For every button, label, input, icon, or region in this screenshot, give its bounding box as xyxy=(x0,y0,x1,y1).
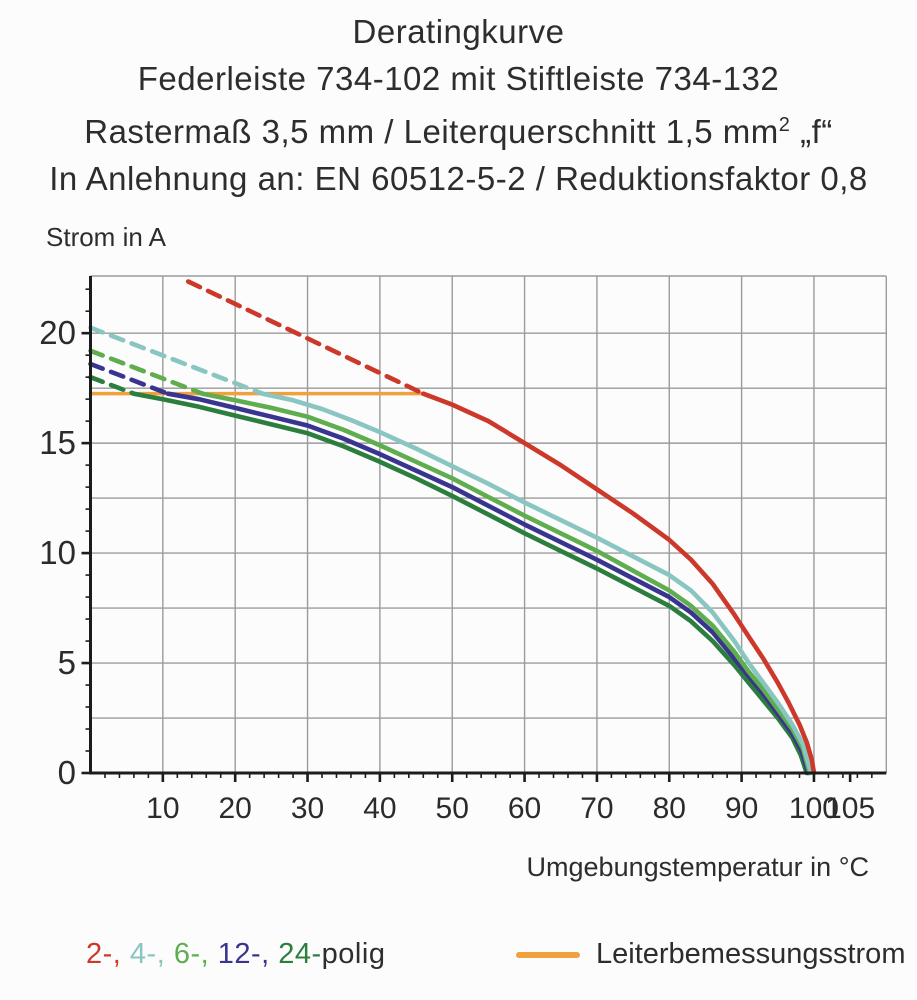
curve-solid-12-polig xyxy=(165,391,811,776)
x-tick-label-10: 10 xyxy=(146,792,179,825)
curve-solid-4-polig xyxy=(260,391,814,776)
x-axis-title: Umgebungstemperatur in °C xyxy=(526,852,869,882)
chart-title-line-2: Federleiste 734-102 mit Stiftleiste 734-… xyxy=(137,60,780,97)
x-tick-label-20: 20 xyxy=(219,792,252,825)
curve-dashed-2-polig xyxy=(185,279,426,396)
title-line-3-text: Rastermaß 3,5 mm / Leiterquerschnitt 1,5… xyxy=(84,113,779,150)
chart-title-line-1: Deratingkurve xyxy=(352,13,565,50)
y-tick-label-10: 10 xyxy=(39,534,76,571)
title-line-3-suffix: „f“ xyxy=(790,113,833,150)
curve-dashed-12-polig xyxy=(88,361,171,396)
curve-dashed-4-polig xyxy=(88,325,265,396)
x-tick-label-60: 60 xyxy=(508,792,541,825)
legend-pole-segment: 2-, xyxy=(86,938,130,970)
rated-current-label: Leiterbemessungsstrom xyxy=(596,938,906,970)
legend-pole-segment: 6-, xyxy=(173,938,218,970)
y-axis-title: Strom in A xyxy=(46,222,166,252)
x-tick-label-40: 40 xyxy=(363,792,396,825)
chart-title-block: Deratingkurve Federleiste 734-102 mit St… xyxy=(0,8,917,202)
y-tick-label-20: 20 xyxy=(39,314,76,351)
chart-title-line-4: In Anlehnung an: EN 60512-5-2 / Reduktio… xyxy=(49,160,868,197)
y-tick-label-0: 0 xyxy=(58,754,76,791)
title-line-3-superscript: 2 xyxy=(778,114,791,136)
curve-solid-2-polig xyxy=(421,391,817,776)
curve-dashed-24-polig xyxy=(88,374,137,396)
legend-pole-segment: polig xyxy=(321,938,386,970)
x-tick-label-100: 100 xyxy=(789,792,839,825)
legend-pole-segment: 4-, xyxy=(129,938,174,970)
curve-dashed-6-polig xyxy=(88,348,205,396)
y-tick-label-5: 5 xyxy=(58,644,76,681)
curve-solid-6-polig xyxy=(200,391,812,776)
legend-pole-counts: 2-, 4-, 6-, 12-, 24-polig xyxy=(86,938,385,971)
curve-solid-24-polig xyxy=(131,391,809,776)
rated-current-line-swatch xyxy=(516,951,580,958)
y-tick-label-15: 15 xyxy=(39,424,76,461)
x-tick-label-50: 50 xyxy=(436,792,469,825)
x-tick-label-80: 80 xyxy=(653,792,686,825)
x-tick-label-105: 105 xyxy=(825,792,875,825)
chart-title-line-3: Rastermaß 3,5 mm / Leiterquerschnitt 1,5… xyxy=(0,102,917,155)
legend-rated-current: Leiterbemessungsstrom xyxy=(516,938,905,971)
x-tick-label-70: 70 xyxy=(580,792,613,825)
legend-pole-segment: 12-, xyxy=(217,938,279,970)
x-tick-label-90: 90 xyxy=(725,792,758,825)
legend-pole-segment: 24- xyxy=(278,938,322,970)
x-tick-label-30: 30 xyxy=(291,792,324,825)
